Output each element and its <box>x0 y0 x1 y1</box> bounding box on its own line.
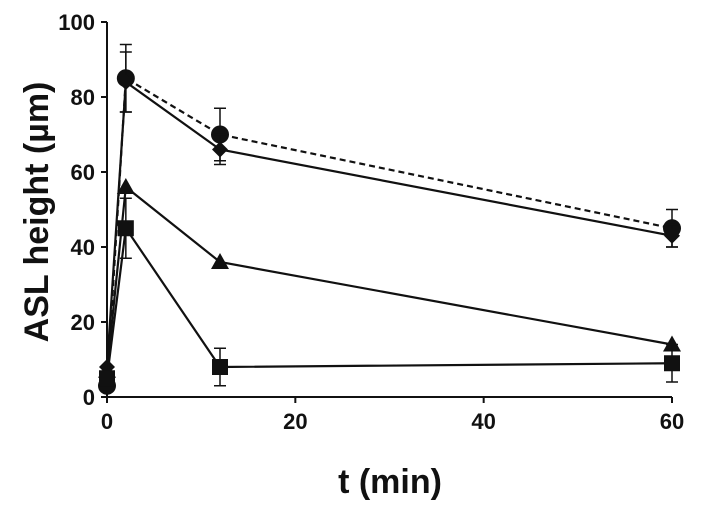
y-axis-title: ASL height (µm) <box>18 82 56 343</box>
y-tick-label: 0 <box>83 385 95 410</box>
series-1-line <box>105 76 673 386</box>
x-tick-label: 40 <box>471 409 495 434</box>
series-4-point <box>664 355 680 372</box>
y-tick-label: 60 <box>71 160 95 185</box>
y-tick-label: 40 <box>71 235 95 260</box>
y-tick-label: 20 <box>71 310 95 335</box>
series-3-point <box>211 253 229 269</box>
plot-area: 0 20 40 60 80 100 0 20 40 60 <box>58 10 684 434</box>
series-4-point <box>117 220 134 237</box>
y-tick-label: 80 <box>71 85 95 110</box>
series-2-point <box>664 227 680 244</box>
x-axis-title: t (min) <box>338 463 442 501</box>
series-3-point <box>116 178 135 194</box>
y-tick-label: 100 <box>58 10 95 35</box>
series-2-point <box>117 74 134 90</box>
x-tick-label: 60 <box>660 409 684 434</box>
series-3-line <box>105 184 673 371</box>
series-4-point <box>99 370 115 387</box>
series-4-point <box>212 359 228 375</box>
x-tick-label: 0 <box>101 409 113 434</box>
series-2-point <box>212 141 228 158</box>
series-3-point <box>663 335 681 352</box>
series-4-line <box>105 225 673 379</box>
series-2-line <box>105 79 673 368</box>
x-tick-label: 20 <box>283 409 307 434</box>
